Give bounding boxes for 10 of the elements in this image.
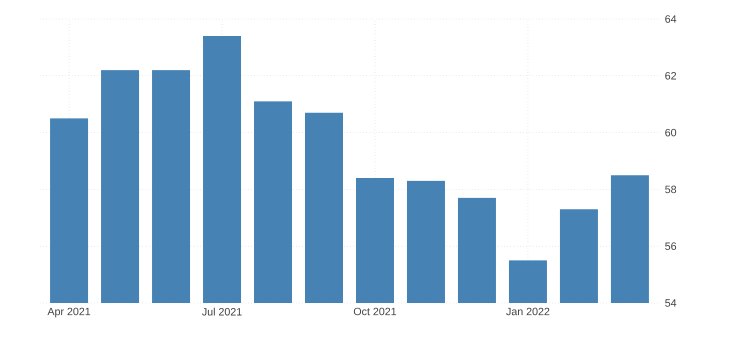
x-tick-label: Oct 2021 bbox=[354, 308, 396, 316]
y-tick-label: 54 bbox=[665, 299, 676, 307]
y-tick-label: 62 bbox=[665, 72, 676, 80]
y-tick-label: 56 bbox=[665, 242, 676, 250]
y-tick-label: 64 bbox=[665, 15, 676, 23]
y-tick-label: 58 bbox=[665, 186, 676, 194]
x-tick-label: Apr 2021 bbox=[47, 308, 90, 318]
x-tick-label: Jan 2022 bbox=[506, 308, 550, 316]
y-tick-label: 60 bbox=[665, 128, 676, 136]
x-tick-label: Jul 2021 bbox=[202, 308, 242, 316]
